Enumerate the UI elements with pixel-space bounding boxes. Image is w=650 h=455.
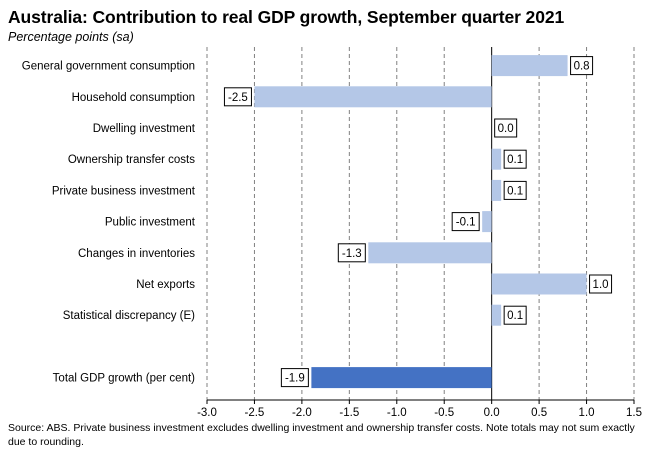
bar [491,304,502,326]
x-axis-ticks: -3.0 -2.5 -2.0 -1.5 -1.0 -0.5 0.0 0.5 1.0 1.5 [197,400,642,419]
bar [491,55,568,77]
bar [368,242,492,264]
category-label: Private business investment [52,185,196,197]
bar [254,86,492,108]
category-label: Changes in inventories [78,248,195,260]
category-label: Public investment [105,217,196,229]
total-bar [311,367,492,389]
source-note: Source: ABS. Private business investment… [8,422,635,448]
data-label: -1.3 [342,248,362,260]
data-label-box [494,118,518,138]
category-label: Statistical discrepancy (E) [63,310,195,322]
data-label: -0.1 [456,217,476,229]
x-tick-label: 0.0 [484,407,500,419]
data-label-box [337,243,366,263]
x-tick-label: -2.0 [292,407,312,419]
x-tick-label: -0.5 [434,407,454,419]
bar [491,179,502,201]
data-label: 1.0 [593,279,609,291]
x-tick-label: -1.0 [387,407,407,419]
chart-subtitle: Percentage points (sa) [8,30,134,44]
data-label-box [503,180,527,200]
x-tick-label: -2.5 [245,407,265,419]
data-label-box [503,149,527,169]
category-labels: General government consumption Household … [22,61,196,385]
x-tick-label: -3.0 [197,407,217,419]
bars [254,55,587,389]
data-label: 0.1 [507,310,523,322]
bar [491,148,502,170]
category-label: Ownership transfer costs [68,154,195,166]
data-label: -2.5 [228,92,248,104]
data-label-box [570,56,594,76]
data-label: -1.9 [285,373,305,385]
data-label: 0.0 [498,123,514,135]
data-label-box [589,274,613,294]
data-label-box [223,87,252,107]
data-label-box [280,368,309,388]
data-labels: 0.8 -2.5 0.0 0.1 0.1 -0.1 -1.3 1.0 0.1 -1.9 [223,56,613,388]
data-label-box [503,305,527,325]
category-label: Total GDP growth (per cent) [53,373,195,385]
bar [491,273,587,295]
x-tick-label: 0.5 [531,407,547,419]
data-label: 0.8 [574,61,590,73]
chart-title: Australia: Contribution to real GDP grow… [8,7,565,27]
category-label: General government consumption [22,61,195,73]
x-tick-label: 1.5 [626,407,642,419]
data-label: 0.1 [507,185,523,197]
bar [482,211,492,233]
x-tick-label: 1.0 [579,407,595,419]
category-label: Net exports [136,279,195,291]
x-tick-label: -1.5 [339,407,359,419]
data-label: 0.1 [507,154,523,166]
category-label: Dwelling investment [93,123,196,135]
category-label: Household consumption [72,92,195,104]
data-label-box [451,212,480,232]
